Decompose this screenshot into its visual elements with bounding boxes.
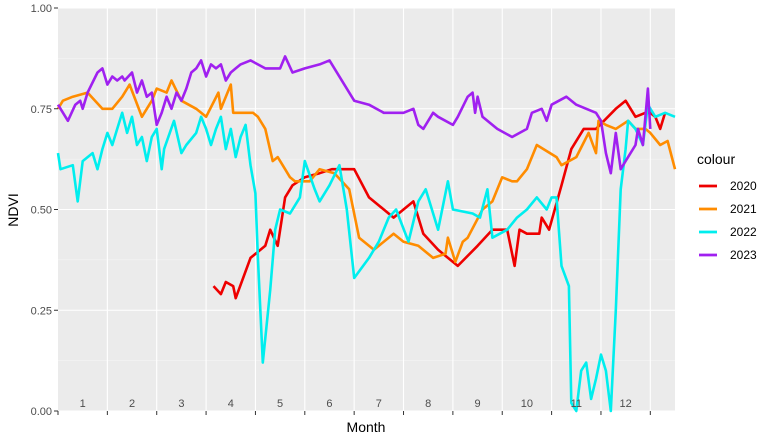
x-axis-ticks <box>57 411 651 415</box>
x-axis-title: Month <box>347 419 386 435</box>
y-tick-label: 0.00 <box>31 406 52 418</box>
legend-label: 2021 <box>730 202 757 216</box>
month-label: 6 <box>326 398 332 410</box>
y-axis-title: NDVI <box>5 193 21 226</box>
legend-title: colour <box>697 151 735 167</box>
y-tick-label: 0.50 <box>31 205 52 217</box>
legend: colour 2020 2021 2022 2023 <box>697 151 757 262</box>
series-line-2020 <box>212 99 667 300</box>
y-axis: 0.00 0.25 0.50 0.75 1.00 <box>31 3 58 418</box>
legend-label: 2022 <box>730 225 757 239</box>
month-labels: 1 2 3 4 5 6 7 8 9 10 11 12 <box>80 398 632 410</box>
month-label: 7 <box>376 398 382 410</box>
month-label: 3 <box>178 398 184 410</box>
month-label: 5 <box>277 398 283 410</box>
series-line-2023 <box>56 55 652 175</box>
month-label: 2 <box>129 398 135 410</box>
series-lines <box>56 55 677 413</box>
legend-label: 2023 <box>730 248 757 262</box>
series-line-2021 <box>56 79 677 264</box>
series-line-2022 <box>56 103 676 413</box>
legend-label: 2020 <box>730 179 757 193</box>
month-label: 4 <box>228 398 234 410</box>
month-label: 8 <box>425 398 431 410</box>
month-label: 10 <box>521 398 533 410</box>
month-label: 12 <box>620 398 632 410</box>
y-tick-label: 0.25 <box>31 305 52 317</box>
y-tick-label: 0.75 <box>31 104 52 116</box>
month-label: 1 <box>80 398 86 410</box>
y-tick-label: 1.00 <box>31 3 52 15</box>
month-label: 11 <box>571 398 582 410</box>
month-label: 9 <box>474 398 480 410</box>
